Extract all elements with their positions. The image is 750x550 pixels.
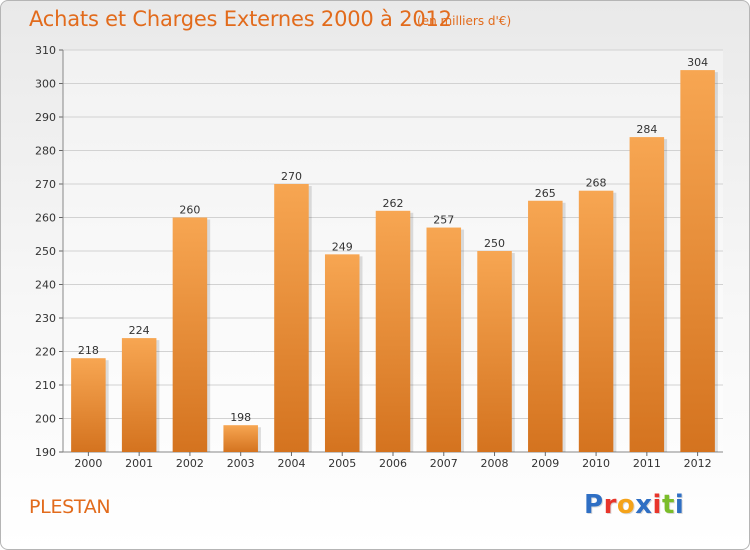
x-tick-label: 2008 <box>481 457 509 470</box>
bar <box>172 217 208 452</box>
bar <box>528 200 563 452</box>
chart-title: Achats et Charges Externes 2000 à 2012 <box>29 7 452 31</box>
commune-name: PLESTAN <box>29 496 111 518</box>
x-tick-label: 2006 <box>379 457 407 470</box>
value-label: 218 <box>78 344 99 357</box>
x-tick-label: 2011 <box>633 457 661 470</box>
y-tick-label: 210 <box>35 379 56 392</box>
logo-letter: r <box>603 490 617 520</box>
bar <box>274 184 309 452</box>
y-tick-label: 310 <box>35 44 56 57</box>
value-label: 268 <box>586 177 607 190</box>
x-tick-label: 2000 <box>74 457 102 470</box>
bar <box>121 338 157 452</box>
logo-letter: i <box>674 490 685 520</box>
x-tick-label: 2003 <box>227 457 255 470</box>
proxiti-logo: Proxiti <box>584 490 684 520</box>
chart-unit: (en milliers d'€) <box>417 14 512 28</box>
value-labels: 218 224 260 198 270 249 262 257 250 265 268 284 304 <box>78 56 708 424</box>
y-tick-label: 190 <box>35 446 56 459</box>
value-label: 257 <box>433 214 454 227</box>
y-tick-label: 200 <box>35 413 56 426</box>
bar <box>629 137 665 452</box>
value-label: 262 <box>383 197 404 210</box>
bar <box>71 358 106 452</box>
logo-letter: t <box>661 490 675 520</box>
x-tick-label: 2002 <box>176 457 204 470</box>
y-tick-label: 240 <box>35 279 56 292</box>
bar <box>578 190 614 452</box>
y-tick-label: 220 <box>35 346 56 359</box>
bar <box>477 251 512 452</box>
y-tick-label: 280 <box>35 145 56 158</box>
x-tick-label: 2004 <box>277 457 305 470</box>
y-tick-label: 260 <box>35 212 56 225</box>
value-label: 250 <box>484 237 505 250</box>
value-label: 304 <box>687 56 708 69</box>
bar <box>680 70 715 452</box>
y-tick-label: 290 <box>35 111 56 124</box>
value-label: 260 <box>179 204 200 217</box>
value-label: 270 <box>281 170 302 183</box>
x-tick-label: 2009 <box>531 457 559 470</box>
x-tick-label: 2007 <box>430 457 458 470</box>
x-tick-label: 2012 <box>684 457 712 470</box>
x-tick-label: 2005 <box>328 457 356 470</box>
y-axis: 190 200 210 220 230 240 250 260 270 280 290 300 310 <box>35 44 723 459</box>
x-axis: 2000 2001 2002 2003 2004 2005 2006 2007 2008 2009… <box>74 452 712 470</box>
y-tick-label: 300 <box>35 78 56 91</box>
y-tick-label: 230 <box>35 312 56 325</box>
bar <box>375 210 411 452</box>
logo-letter: x <box>635 490 653 520</box>
bars <box>71 70 718 452</box>
logo-letter: o <box>616 490 636 520</box>
value-label: 198 <box>230 411 251 424</box>
value-label: 224 <box>129 324 150 337</box>
bar <box>426 227 462 452</box>
y-tick-label: 250 <box>35 245 56 258</box>
logo-letter: i <box>652 490 662 520</box>
value-label: 249 <box>332 240 353 253</box>
value-label: 265 <box>535 187 556 200</box>
logo-letter: P <box>584 490 604 520</box>
y-tick-label: 270 <box>35 178 56 191</box>
x-tick-label: 2001 <box>125 457 153 470</box>
bar <box>324 254 360 452</box>
value-label: 284 <box>636 123 657 136</box>
x-tick-label: 2010 <box>582 457 610 470</box>
bar <box>223 425 258 452</box>
